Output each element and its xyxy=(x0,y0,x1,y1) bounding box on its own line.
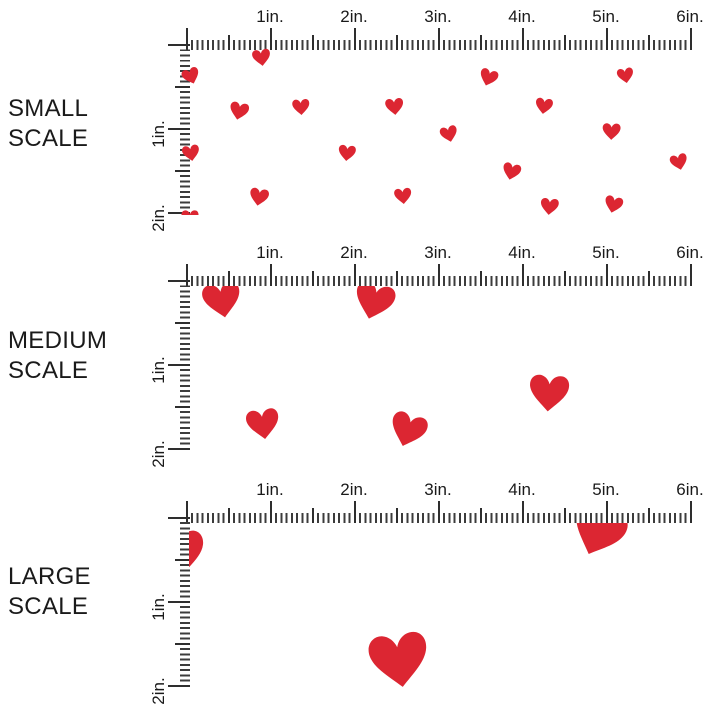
heart-icon xyxy=(564,523,632,564)
inch-label: 3in. xyxy=(424,7,452,26)
heart-icon xyxy=(615,66,635,84)
heart-icon xyxy=(350,286,398,325)
vertical-ruler xyxy=(168,280,190,452)
scale-label-line: SCALE xyxy=(8,125,89,152)
inch-label: 5in. xyxy=(592,7,620,26)
heart-icon xyxy=(385,409,430,452)
scale-label-line: SCALE xyxy=(8,593,89,620)
scale-label-line: LARGE xyxy=(8,563,91,590)
inch-label-vertical: 2in. xyxy=(149,440,168,468)
heart-icon xyxy=(500,161,522,182)
heart-icon xyxy=(539,197,559,215)
heart-icon xyxy=(534,97,554,116)
inch-label-vertical: 1in. xyxy=(149,120,168,148)
horizontal-ruler xyxy=(186,264,692,286)
heart-icon xyxy=(248,187,270,208)
inch-label: 5in. xyxy=(592,480,620,499)
fabric-swatch-small xyxy=(178,42,710,215)
scale-label-line: SMALL xyxy=(8,95,89,122)
inch-label-vertical: 2in. xyxy=(149,204,168,232)
heart-icon xyxy=(366,630,432,691)
inch-label: 1in. xyxy=(256,480,284,499)
inch-label: 6in. xyxy=(676,243,704,262)
scale-label-large: LARGE SCALE xyxy=(8,562,91,622)
inch-label: 4in. xyxy=(508,480,536,499)
heart-icon xyxy=(393,187,413,205)
fabric-swatch-medium xyxy=(182,286,710,454)
inch-label: 2in. xyxy=(340,7,368,26)
heart-icon xyxy=(181,143,201,163)
inch-label: 4in. xyxy=(508,243,536,262)
inch-label: 6in. xyxy=(676,7,704,26)
inch-label-vertical: 1in. xyxy=(149,356,168,384)
horizontal-ruler xyxy=(186,28,692,50)
vertical-ruler xyxy=(168,517,190,689)
inch-label: 3in. xyxy=(424,243,452,262)
heart-icon xyxy=(528,374,570,413)
scale-label-line: SCALE xyxy=(8,357,89,384)
heart-icon xyxy=(189,529,206,578)
heart-icon xyxy=(602,194,624,215)
scale-label-small: SMALL SCALE xyxy=(8,94,88,154)
heart-icon xyxy=(181,210,199,215)
scale-label-line: MEDIUM xyxy=(8,327,108,354)
heart-icon xyxy=(180,65,202,87)
inch-label: 2in. xyxy=(340,243,368,262)
inch-label: 1in. xyxy=(256,7,284,26)
vertical-ruler xyxy=(168,44,190,216)
inch-label-vertical: 2in. xyxy=(149,677,168,705)
scale-label-medium: MEDIUM SCALE xyxy=(8,326,107,386)
heart-icon xyxy=(384,97,404,116)
heart-icon xyxy=(251,47,272,67)
inch-label: 4in. xyxy=(508,7,536,26)
inch-label: 3in. xyxy=(424,480,452,499)
inch-label: 1in. xyxy=(256,243,284,262)
inch-label: 5in. xyxy=(592,243,620,262)
heart-icon xyxy=(601,122,621,140)
heart-icon xyxy=(244,407,282,442)
heart-icon xyxy=(337,144,357,162)
heart-icon xyxy=(668,152,690,172)
inch-label: 2in. xyxy=(340,480,368,499)
heart-icon xyxy=(228,100,250,122)
fabric-swatch-large xyxy=(189,523,710,695)
heart-icon xyxy=(438,124,460,144)
horizontal-ruler xyxy=(186,501,692,523)
inch-label-vertical: 1in. xyxy=(149,593,168,621)
inch-label: 6in. xyxy=(676,480,704,499)
heart-icon xyxy=(291,98,311,116)
heart-icon xyxy=(476,66,499,88)
heart-icon xyxy=(200,286,244,321)
